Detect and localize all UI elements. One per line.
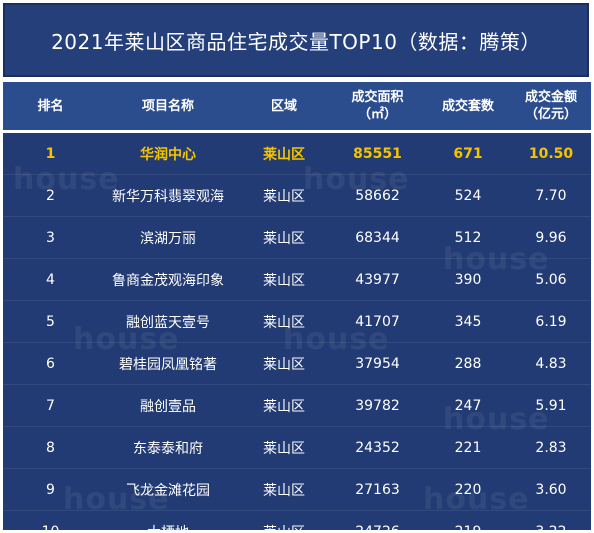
cell-units: 390 bbox=[425, 258, 511, 301]
cell-district: 莱山区 bbox=[238, 300, 330, 343]
table-row: 7 融创壹品 莱山区 39782 247 5.91 bbox=[3, 384, 591, 427]
table-row: 9 飞龙金滩花园 莱山区 27163 220 3.60 bbox=[3, 468, 591, 511]
cell-district: 莱山区 bbox=[238, 174, 330, 217]
table-row: 10 大栖地 莱山区 24726 219 3.22 bbox=[3, 510, 591, 530]
cell-rank: 8 bbox=[3, 426, 98, 469]
table-row: 6 碧桂园凤凰铭著 莱山区 37954 288 4.83 bbox=[3, 342, 591, 385]
header-rank: 排名 bbox=[3, 82, 98, 133]
cell-amount: 3.22 bbox=[511, 510, 591, 530]
cell-project: 飞龙金滩花园 bbox=[98, 468, 238, 511]
cell-project: 大栖地 bbox=[98, 510, 238, 530]
header-units: 成交套数 bbox=[425, 82, 511, 133]
table-row: 5 融创蓝天壹号 莱山区 41707 345 6.19 bbox=[3, 300, 591, 343]
cell-district: 莱山区 bbox=[238, 216, 330, 259]
cell-rank: 9 bbox=[3, 468, 98, 511]
cell-project: 融创蓝天壹号 bbox=[98, 300, 238, 343]
cell-area: 43977 bbox=[330, 258, 425, 301]
cell-area: 37954 bbox=[330, 342, 425, 385]
header-area: 成交面积 （㎡） bbox=[330, 82, 425, 133]
cell-rank: 3 bbox=[3, 216, 98, 259]
cell-rank: 2 bbox=[3, 174, 98, 217]
cell-amount: 2.83 bbox=[511, 426, 591, 469]
cell-district: 莱山区 bbox=[238, 342, 330, 385]
cell-district: 莱山区 bbox=[238, 258, 330, 301]
cell-amount: 7.70 bbox=[511, 174, 591, 217]
cell-project: 东泰泰和府 bbox=[98, 426, 238, 469]
cell-area: 24726 bbox=[330, 510, 425, 530]
cell-units: 219 bbox=[425, 510, 511, 530]
title-banner: 2021年莱山区商品住宅成交量TOP10（数据：腾策） bbox=[3, 3, 589, 77]
cell-rank: 1 bbox=[3, 131, 98, 175]
cell-units: 220 bbox=[425, 468, 511, 511]
cell-rank: 6 bbox=[3, 342, 98, 385]
header-area-label: 成交面积 bbox=[351, 90, 404, 105]
table-row: 8 东泰泰和府 莱山区 24352 221 2.83 bbox=[3, 426, 591, 469]
cell-units: 288 bbox=[425, 342, 511, 385]
cell-area: 68344 bbox=[330, 216, 425, 259]
cell-units: 221 bbox=[425, 426, 511, 469]
table-header-row: 排名 项目名称 区域 成交面积 （㎡） 成交套数 成交金额 （亿元） bbox=[3, 82, 591, 133]
cell-rank: 10 bbox=[3, 510, 98, 530]
cell-area: 85551 bbox=[330, 131, 425, 175]
cell-district: 莱山区 bbox=[238, 426, 330, 469]
cell-project: 融创壹品 bbox=[98, 384, 238, 427]
header-area-unit: （㎡） bbox=[357, 107, 397, 122]
cell-area: 58662 bbox=[330, 174, 425, 217]
cell-units: 345 bbox=[425, 300, 511, 343]
cell-amount: 10.50 bbox=[511, 131, 591, 175]
cell-rank: 7 bbox=[3, 384, 98, 427]
header-amount: 成交金额 （亿元） bbox=[511, 82, 591, 133]
cell-amount: 5.91 bbox=[511, 384, 591, 427]
cell-project: 滨湖万丽 bbox=[98, 216, 238, 259]
cell-rank: 4 bbox=[3, 258, 98, 301]
cell-amount: 5.06 bbox=[511, 258, 591, 301]
cell-project: 碧桂园凤凰铭著 bbox=[98, 342, 238, 385]
cell-units: 247 bbox=[425, 384, 511, 427]
header-district: 区域 bbox=[238, 82, 330, 133]
cell-district: 莱山区 bbox=[238, 384, 330, 427]
ranking-table: 排名 项目名称 区域 成交面积 （㎡） 成交套数 成交金额 （亿元） 1 bbox=[3, 82, 591, 530]
cell-amount: 9.96 bbox=[511, 216, 591, 259]
cell-area: 39782 bbox=[330, 384, 425, 427]
cell-area: 27163 bbox=[330, 468, 425, 511]
page-title: 2021年莱山区商品住宅成交量TOP10（数据：腾策） bbox=[51, 29, 541, 54]
table-row: 3 滨湖万丽 莱山区 68344 512 9.96 bbox=[3, 216, 591, 259]
cell-amount: 6.19 bbox=[511, 300, 591, 343]
header-amount-unit: （亿元） bbox=[524, 107, 577, 122]
cell-units: 512 bbox=[425, 216, 511, 259]
header-project: 项目名称 bbox=[98, 82, 238, 133]
cell-units: 671 bbox=[425, 131, 511, 175]
cell-area: 24352 bbox=[330, 426, 425, 469]
cell-project: 新华万科翡翠观海 bbox=[98, 174, 238, 217]
cell-area: 41707 bbox=[330, 300, 425, 343]
cell-project: 华润中心 bbox=[98, 131, 238, 175]
cell-district: 莱山区 bbox=[238, 510, 330, 530]
header-amount-label: 成交金额 bbox=[524, 90, 577, 105]
cell-rank: 5 bbox=[3, 300, 98, 343]
cell-district: 莱山区 bbox=[238, 468, 330, 511]
cell-amount: 3.60 bbox=[511, 468, 591, 511]
cell-district: 莱山区 bbox=[238, 131, 330, 175]
table-row: 4 鲁商金茂观海印象 莱山区 43977 390 5.06 bbox=[3, 258, 591, 301]
cell-project: 鲁商金茂观海印象 bbox=[98, 258, 238, 301]
cell-amount: 4.83 bbox=[511, 342, 591, 385]
table-row: 1 华润中心 莱山区 85551 671 10.50 bbox=[3, 131, 591, 175]
ranking-table-container: house house house house house house hous… bbox=[3, 82, 591, 530]
cell-units: 524 bbox=[425, 174, 511, 217]
table-row: 2 新华万科翡翠观海 莱山区 58662 524 7.70 bbox=[3, 174, 591, 217]
